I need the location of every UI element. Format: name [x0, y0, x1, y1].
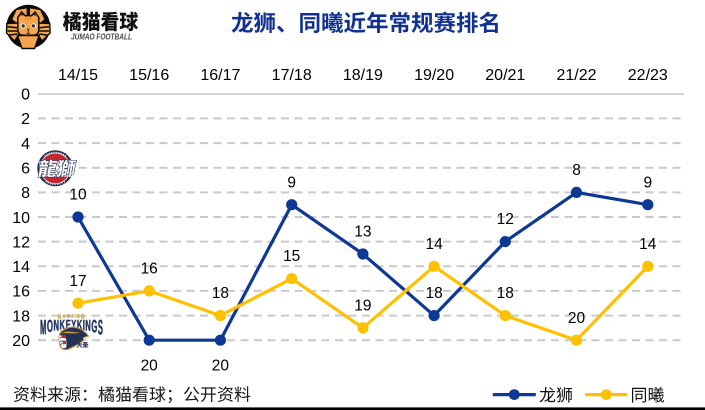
- svg-text:16: 16: [12, 284, 30, 301]
- svg-text:9: 9: [643, 174, 652, 191]
- svg-text:17: 17: [69, 273, 86, 290]
- svg-text:15: 15: [283, 248, 300, 265]
- svg-text:21/22: 21/22: [556, 67, 596, 84]
- svg-text:19: 19: [354, 298, 371, 315]
- svg-text:13: 13: [354, 224, 371, 241]
- svg-text:18: 18: [425, 285, 442, 302]
- svg-text:18/19: 18/19: [343, 67, 383, 84]
- svg-text:20/21: 20/21: [485, 67, 525, 84]
- svg-text:10: 10: [69, 187, 87, 204]
- svg-text:14: 14: [639, 236, 657, 253]
- svg-text:18: 18: [212, 285, 229, 302]
- svg-text:2: 2: [21, 111, 30, 128]
- svg-text:4: 4: [21, 136, 30, 153]
- svg-text:20: 20: [212, 357, 230, 374]
- svg-text:15/16: 15/16: [129, 67, 169, 84]
- svg-text:20: 20: [12, 333, 30, 350]
- svg-text:14: 14: [12, 259, 30, 276]
- svg-text:6: 6: [21, 161, 30, 178]
- svg-text:17/18: 17/18: [272, 67, 312, 84]
- svg-text:14: 14: [425, 236, 443, 253]
- svg-text:18: 18: [497, 285, 514, 302]
- svg-text:JUMAO FOOTBALL: JUMAO FOOTBALL: [71, 31, 132, 41]
- svg-text:12: 12: [12, 234, 30, 251]
- svg-text:22/23: 22/23: [628, 67, 668, 84]
- svg-text:20: 20: [141, 357, 159, 374]
- svg-text:20: 20: [568, 310, 586, 327]
- svg-text:8: 8: [572, 162, 581, 179]
- svg-text:12: 12: [497, 211, 514, 228]
- svg-text:16/17: 16/17: [200, 67, 240, 84]
- svg-text:16: 16: [141, 261, 158, 278]
- svg-text:14/15: 14/15: [58, 67, 98, 84]
- svg-text:9: 9: [287, 174, 296, 191]
- svg-text:10: 10: [12, 210, 30, 227]
- svg-text:8: 8: [21, 185, 30, 202]
- svg-text:0: 0: [21, 87, 30, 104]
- svg-text:18: 18: [12, 308, 30, 325]
- svg-text:19/20: 19/20: [414, 67, 454, 84]
